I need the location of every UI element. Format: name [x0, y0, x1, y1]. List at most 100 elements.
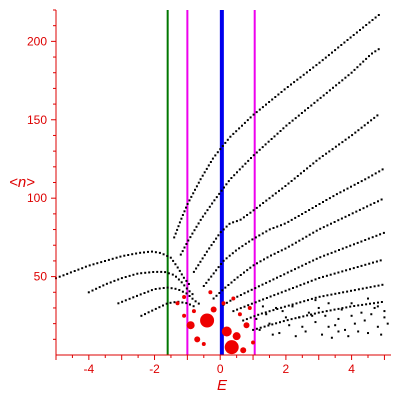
curve-12-point: [329, 309, 332, 312]
curve-9-point: [367, 237, 370, 240]
curve-5-point: [282, 127, 285, 130]
curve-4-point: [224, 141, 227, 144]
curve-0-point: [187, 283, 190, 285]
scatter-point: [324, 314, 327, 317]
curve-9-point: [360, 240, 363, 243]
curve-6-point: [197, 264, 200, 267]
curve-9-point: [304, 262, 307, 265]
scatter-point: [291, 305, 294, 308]
curve-6-point: [208, 247, 211, 250]
curve-12-point: [286, 319, 289, 322]
curve-4-point: [180, 217, 183, 220]
curve-7-point: [371, 174, 374, 177]
curve-8-point: [277, 251, 280, 253]
curve-11-point: [365, 286, 368, 289]
curve-6-point: [228, 222, 231, 225]
curve-4-point: [315, 64, 318, 67]
curve-10-point: [269, 295, 272, 298]
curve-4-point: [205, 167, 208, 170]
curve-7-point: [217, 266, 220, 269]
curve-5-point: [264, 143, 267, 146]
curve-10-point: [341, 270, 344, 273]
curve-4-point: [216, 151, 219, 154]
scatter-point: [367, 297, 370, 300]
curve-3-point: [165, 302, 168, 305]
curve-4-point: [321, 59, 324, 62]
scatter-point: [373, 306, 376, 309]
curve-7-point: [297, 215, 300, 217]
curve-7-point: [287, 220, 290, 223]
curve-4-point: [349, 36, 352, 39]
curve-8-point: [348, 214, 351, 217]
curve-6-point: [357, 129, 360, 132]
curve-3-point: [154, 307, 157, 310]
curve-7-point: [244, 242, 247, 245]
curve-0-point: [151, 250, 153, 253]
curve-5-point: [199, 218, 202, 221]
curve-11-point: [353, 289, 356, 292]
curve-11-point: [314, 296, 317, 299]
scatter-point: [311, 314, 314, 317]
curve-11-point: [307, 299, 309, 302]
curve-9-point: [349, 244, 352, 247]
curve-4-point: [235, 130, 238, 133]
curve-1-point: [167, 272, 170, 275]
scatter-point: [353, 322, 356, 325]
curve-7-point: [343, 189, 345, 192]
curve-10-point: [277, 292, 280, 295]
curve-4-point: [255, 111, 258, 114]
curve-8-point: [236, 276, 239, 279]
highlight-point: [200, 313, 215, 328]
curve-12-point: [337, 307, 340, 310]
curve-5-point: [252, 154, 255, 157]
scatter-point: [327, 325, 330, 328]
curve-11-point: [330, 293, 333, 296]
curve-10-point: [375, 260, 378, 263]
curve-2-point: [194, 300, 197, 303]
curve-8-point: [227, 284, 230, 286]
curve-10-point: [258, 299, 261, 302]
curve-0-point: [135, 252, 138, 255]
scatter-point: [304, 330, 307, 333]
curve-2-point: [128, 297, 131, 300]
curve-6-point: [315, 159, 318, 162]
curve-0-point: [169, 256, 172, 259]
curve-11-point: [346, 290, 349, 293]
curve-4-point: [352, 34, 355, 36]
x-tick-label: 2: [283, 362, 290, 376]
curve-8-point: [340, 217, 343, 220]
curve-10-point: [239, 307, 242, 310]
curve-7-point: [381, 168, 384, 171]
curve-6-point: [296, 175, 299, 177]
curve-4-point: [309, 69, 311, 71]
curve-5-point: [206, 209, 209, 212]
curve-12-point: [302, 315, 305, 318]
curve-4-point: [327, 54, 330, 57]
curve-0-point: [84, 265, 87, 268]
curve-11-point: [342, 291, 345, 294]
curve-11-point: [276, 308, 279, 310]
curve-6-point: [370, 119, 373, 122]
curve-0-point: [127, 254, 130, 256]
curve-7-point: [335, 193, 338, 196]
x-tick-label: -2: [149, 362, 160, 376]
curve-4-point: [173, 236, 176, 239]
curve-7-point: [241, 245, 244, 248]
curve-9-point: [308, 261, 311, 264]
curve-10-point: [318, 277, 321, 279]
curve-12-point: [361, 303, 364, 306]
curve-0-point: [111, 257, 114, 260]
curve-6-point: [334, 145, 337, 148]
curve-4-point: [183, 210, 186, 213]
curve-10-point: [232, 310, 235, 313]
curve-8-point: [215, 294, 218, 297]
curve-1-point: [164, 271, 167, 274]
curve-6-point: [312, 162, 315, 165]
curve-8-point: [284, 247, 287, 250]
curve-5-point: [236, 171, 238, 174]
curve-5-point: [300, 112, 303, 114]
scatter-point: [370, 313, 373, 316]
scatter-point: [363, 319, 366, 322]
curve-11-point: [249, 316, 252, 319]
curve-0-point: [107, 258, 110, 261]
